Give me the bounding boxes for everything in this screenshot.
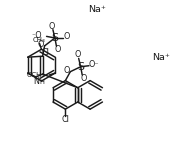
Text: Na⁺: Na⁺ bbox=[88, 5, 106, 14]
Text: N: N bbox=[33, 77, 39, 86]
Text: S: S bbox=[51, 33, 58, 43]
Text: O: O bbox=[49, 22, 55, 31]
Text: O: O bbox=[74, 50, 81, 59]
Text: Na⁺: Na⁺ bbox=[153, 53, 170, 62]
Text: O: O bbox=[63, 66, 70, 75]
Text: OCH₃: OCH₃ bbox=[26, 72, 44, 78]
Text: H: H bbox=[39, 79, 44, 85]
Text: CH₃: CH₃ bbox=[33, 37, 46, 43]
Text: O⁻: O⁻ bbox=[88, 60, 99, 69]
Text: S: S bbox=[77, 62, 84, 72]
Text: O: O bbox=[64, 32, 70, 41]
Text: O: O bbox=[37, 40, 44, 49]
Text: O: O bbox=[80, 74, 87, 83]
Text: ⁻O: ⁻O bbox=[32, 31, 43, 40]
Text: Cl: Cl bbox=[61, 115, 69, 124]
Text: Cl: Cl bbox=[41, 48, 49, 57]
Text: O: O bbox=[54, 45, 61, 54]
